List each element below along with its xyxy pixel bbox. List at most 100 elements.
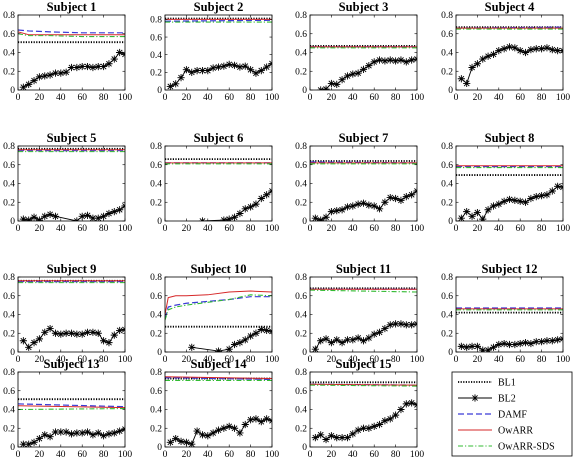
subject-11-x-tick-label: 0 [308,355,313,365]
subject-8-bl2-point [457,214,465,221]
subject-5-y-tick-label: 0.8 [3,142,15,152]
subject-10-x-tick-label: 60 [224,355,234,365]
subject-11-panel: Subject 11 0 20 40 60 80 100 0 0.2 0.4 0.6 0.8 [295,262,424,365]
subject-10-series-owarr [165,290,272,315]
subject-3-bl2-point [392,57,400,65]
subject-10-series-owarr-sds [165,294,272,321]
subject-3-x-tick-label: 20 [327,93,337,103]
subject-10-x-tick-label: 20 [182,355,192,365]
subject-7-bl2-point [397,196,405,204]
subject-1-bl2-point [51,69,60,77]
subject-13-bl2-point [105,430,113,438]
subject-8-bl2-point [463,208,471,216]
subject-4-x-tick-label: 20 [473,93,483,103]
subject-14-bl2-point [230,424,239,432]
subject-14-bl2-point [204,432,212,440]
subject-7-plot-area [310,160,417,221]
subject-12-bl2-point [463,343,471,351]
subject-14-series-owarr [165,376,272,380]
subject-12-y-tick-label: 0.4 [441,311,453,321]
subject-8-axes-box [455,145,564,222]
subject-8-y-tick-label: 0.8 [441,142,453,152]
subject-12-x-tick-label: 80 [537,355,547,365]
subject-panels: Subject 10 20 40 60 80 10000.20.40.60.8Subjec… [3,0,570,460]
subject-14-bl2-point [209,429,217,437]
subject-4-bl2-point [473,60,481,68]
subject-9-bl2-point [78,330,86,338]
subject-15-bl2-point [333,434,341,442]
subject-7-x-tick-label: 0 [308,224,313,234]
subject-12-bl2-point [554,336,562,344]
subject-3-x-tick-label: 0 [308,93,313,103]
subject-2-x-tick-label: 60 [224,93,234,103]
subject-1-y-tick-label: 0.2 [3,67,15,77]
subject-8-x-tick-label: 80 [537,224,547,234]
subject-12-bl2-point [484,346,492,352]
subject-7-bl2-point [317,216,325,221]
subject-9-bl2-point [100,337,108,345]
subject-1-x-tick-label: 80 [99,93,109,103]
subject-14-series-bl2 [170,418,272,445]
subject-13-bl2-point [100,432,108,440]
subject-2-x-tick-label: 0 [163,93,168,103]
subject-14-y-tick-label: 0 [157,443,162,453]
subject-15-bl2-point [343,434,352,442]
subject-4-y-tick-label: 0.6 [441,30,453,40]
subject-14-bl2-point [166,438,174,446]
subject-13-y-tick-label: 0.6 [3,387,15,397]
subject-7-bl2-point [333,207,341,215]
subject-11-x-tick-label: 100 [410,355,425,365]
subject-14-bl2-point [252,415,260,423]
subject-11-series-owarr-sds [310,289,417,293]
subject-13-x-tick-label: 0 [16,450,21,460]
subject-9-bl2-point [19,337,27,345]
subject-5-y-tick-label: 0.4 [3,180,15,190]
subject-7-axes-box [309,145,418,222]
subject-4-bl2-point [511,44,519,52]
subject-7-bl2-point [402,193,410,201]
subject-11-bl2-point [327,339,335,347]
subject-13-panel: Subject 13 0 20 40 60 80 100 0 0.2 0.4 0.6 0.8 [3,357,132,460]
subject-6-x-tick-label: 80 [246,224,256,234]
subject-5-bl2-point [25,216,33,221]
subject-13-plot-area [18,398,125,447]
subject-12-x-tick-label: 20 [473,355,483,365]
subject-9-bl2-point [46,324,54,333]
subject-10-bl2-point [263,326,271,335]
subject-13-bl2-point [30,438,38,446]
subject-3-bl2-point [343,72,352,80]
legend-label-owarr: OwARR [498,426,533,437]
subject-13-bl2-point [25,440,33,447]
subject-15-x-tick-label: 80 [391,450,401,460]
subject-13-bl2-point [35,434,43,443]
subject-9-x-tick-label: 80 [99,355,109,365]
subject-13-y-tick-label: 0.2 [3,424,15,434]
subject-8-bl2-point [543,191,551,199]
subject-4-y-tick-label: 0.8 [441,11,453,21]
subject-13-series-owarr [18,405,125,409]
subject-3-bl2-point [408,56,416,64]
subject-3-title: Subject 3 [339,0,389,14]
subject-1-bl2-point [35,73,43,81]
subject-4-x-tick-label: 0 [454,93,459,103]
subject-1-bl2-point [83,62,92,71]
subject-7-bl2-point [349,202,357,210]
subject-1-bl2-point [100,62,108,71]
subject-9-x-tick-label: 0 [16,355,21,365]
subject-9-y-tick-label: 0 [10,348,15,358]
subject-13-y-tick-label: 0.8 [3,368,15,378]
subject-13-bl2-point [19,440,27,447]
subject-2-bl2-point [263,63,271,71]
subject-2-bl2-point [172,80,180,88]
subject-13-bl2-point [83,428,92,436]
subject-12-x-tick-label: 100 [556,355,571,365]
subject-5-bl2-point [94,214,102,221]
subject-13-bl2-point [116,427,124,435]
subject-7-title: Subject 7 [339,131,389,145]
subject-5-bl2-point [83,211,92,219]
subject-12-bl2-point [495,340,503,349]
subject-7-x-tick-label: 100 [410,224,425,234]
subject-8-bl2-point [468,212,476,220]
subject-7-x-tick-label: 40 [348,224,358,234]
subject-8-panel: Subject 8 0 20 40 60 80 100 0 0.2 0.4 0.6 0.8 [441,131,570,234]
